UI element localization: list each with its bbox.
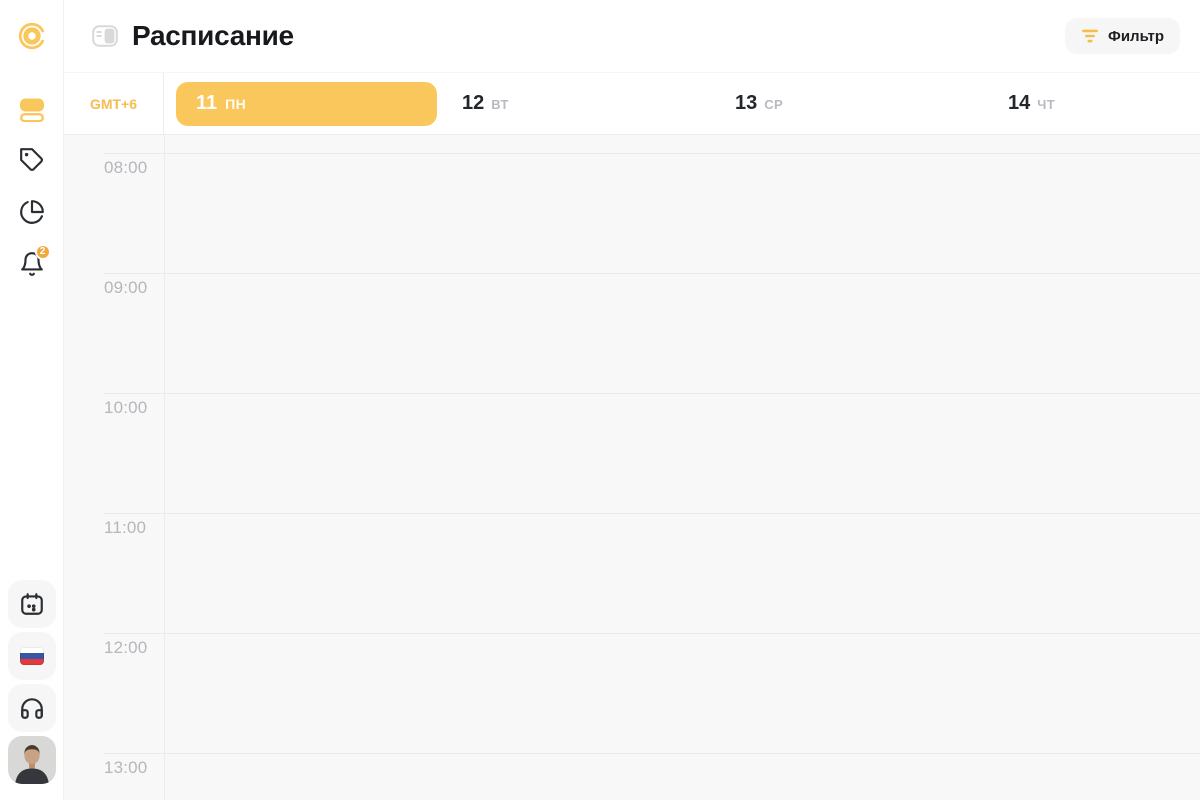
time-label: 08:00	[104, 158, 148, 177]
logo-icon	[17, 21, 47, 51]
main-area: Расписание Фильтр GMT+6 11 пн	[64, 0, 1200, 800]
russian-flag-icon	[19, 647, 44, 665]
sidebar-bottom	[7, 580, 56, 784]
calendar-slot-row-12[interactable]: 12:00	[104, 633, 1200, 753]
time-label: 13:00	[104, 758, 148, 777]
day-number: 11	[196, 92, 218, 114]
day-number: 14	[1008, 92, 1031, 114]
sidebar-item-tags[interactable]	[12, 140, 52, 180]
sidebar-item-statistics[interactable]	[12, 192, 52, 232]
sidebar: 2	[0, 0, 64, 800]
language-switcher[interactable]	[7, 632, 56, 680]
day-header-row: GMT+6 11 пн 12 вт 13 ср	[64, 72, 1200, 135]
time-label: 09:00	[104, 278, 148, 297]
day-column-wednesday[interactable]: 13 ср	[710, 73, 983, 134]
notifications-badge: 2	[34, 244, 51, 260]
schedule-icon	[18, 94, 46, 122]
day-number: 13	[735, 92, 758, 114]
sidebar-toggle-button[interactable]	[92, 24, 118, 48]
time-label: 11:00	[104, 518, 147, 537]
selected-day-pill: 11 пн	[176, 81, 437, 126]
calendar-slot-row-13[interactable]: 13:00	[104, 753, 1200, 800]
day-abbr: вт	[491, 97, 509, 112]
day-column-thursday[interactable]: 14 чт	[983, 73, 1200, 134]
bell-icon	[19, 251, 45, 277]
day-abbr: ср	[764, 97, 784, 112]
time-label: 12:00	[104, 638, 148, 657]
calendar-sync-button[interactable]	[7, 580, 56, 628]
calendar-slot-row-09[interactable]: 09:00	[104, 273, 1200, 393]
filter-button[interactable]: Фильтр	[1065, 18, 1180, 54]
page-title: Расписание	[132, 20, 294, 51]
topbar: Расписание Фильтр	[64, 0, 1200, 72]
hour-rows: 08:00 09:00 10:00 11:00 12:00 13:00	[64, 135, 1200, 800]
day-column-tuesday[interactable]: 12 вт	[437, 73, 710, 134]
tag-icon	[19, 147, 45, 173]
calendar-slot-row-08[interactable]: 08:00	[104, 153, 1200, 273]
timezone-label: GMT+6	[64, 73, 164, 134]
pie-chart-icon	[19, 199, 45, 225]
sidebar-item-schedule[interactable]	[12, 88, 52, 128]
day-number: 12	[462, 92, 485, 114]
support-button[interactable]	[7, 684, 56, 732]
sidebar-item-notifications[interactable]: 2	[12, 244, 52, 284]
calendar-slot-row-10[interactable]: 10:00	[104, 393, 1200, 513]
time-label: 10:00	[104, 398, 148, 417]
day-column-monday[interactable]: 11 пн	[164, 73, 437, 134]
headphones-icon	[19, 695, 45, 721]
profile-avatar[interactable]	[7, 736, 56, 784]
avatar-image	[7, 736, 56, 784]
day-columns: 11 пн 12 вт 13 ср 14	[164, 73, 1200, 134]
sidebar-nav: 2	[12, 88, 52, 284]
filter-button-label: Фильтр	[1108, 27, 1164, 45]
day-abbr: чт	[1037, 97, 1056, 112]
app-logo[interactable]	[0, 0, 63, 72]
schedule-grid: 08:00 09:00 10:00 11:00 12:00 13:00	[64, 135, 1200, 800]
calendar-slot-row-11[interactable]: 11:00	[104, 513, 1200, 633]
calendar-icon	[19, 591, 45, 617]
filter-icon	[1081, 29, 1099, 43]
day-abbr: пн	[225, 96, 247, 112]
